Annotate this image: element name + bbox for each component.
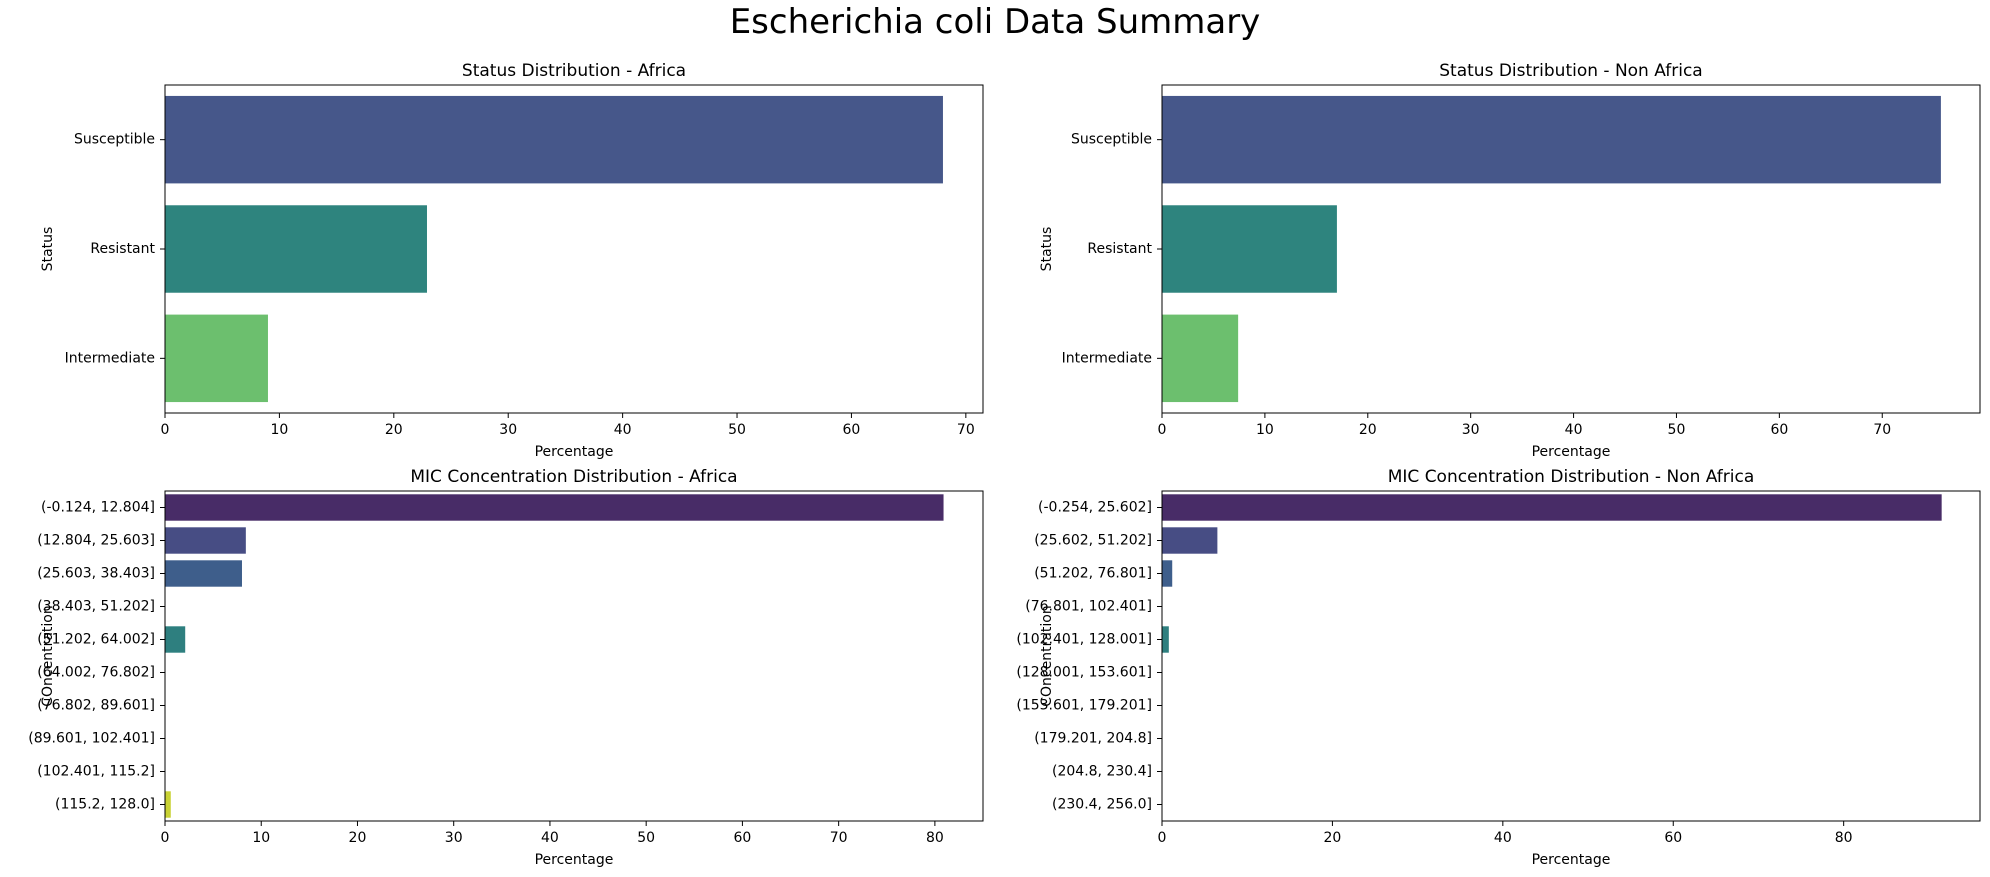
- x-tick-label: 60: [733, 830, 751, 846]
- y-tick-label: (25.603, 38.403]: [37, 566, 155, 582]
- x-tick-label: 30: [1462, 422, 1480, 438]
- x-tick-label: 70: [1873, 422, 1891, 438]
- y-tick-label: (153.601, 179.201]: [1016, 698, 1152, 714]
- x-tick-label: 10: [252, 830, 270, 846]
- chart-title: MIC Concentration Distribution - Non Afr…: [1388, 467, 1755, 487]
- figure-suptitle: Escherichia coli Data Summary: [729, 2, 1261, 42]
- x-tick-label: 20: [385, 422, 403, 438]
- y-tick-label: (51.202, 76.801]: [1034, 566, 1152, 582]
- bar: [165, 560, 242, 587]
- y-tick-label: (12.804, 25.603]: [37, 533, 155, 549]
- bar: [1162, 626, 1169, 653]
- y-tick-label: (179.201, 204.8]: [1034, 731, 1152, 747]
- plot-frame: [164, 490, 984, 822]
- x-tick-label: 30: [499, 422, 517, 438]
- x-tick-label: 40: [1565, 422, 1583, 438]
- x-tick-label: 20: [349, 830, 367, 846]
- y-tick-label: (25.602, 51.202]: [1034, 533, 1152, 549]
- y-tick-label: (38.403, 51.202]: [37, 599, 155, 615]
- bar: [165, 205, 427, 293]
- bar: [1162, 494, 1942, 521]
- x-axis-label: Percentage: [1532, 444, 1611, 460]
- bar: [165, 626, 186, 653]
- y-tick-label: Intermediate: [65, 350, 155, 366]
- x-tick-label: 20: [1324, 830, 1342, 846]
- chart-panel-4: (-0.254, 25.602] (25.602, 51.202] (51.202,…: [1016, 467, 1981, 868]
- x-tick-label: 40: [614, 422, 632, 438]
- plot-frame: [1161, 490, 1981, 822]
- x-tick-label: 50: [637, 830, 655, 846]
- y-tick-label: (-0.124, 12.804]: [41, 500, 155, 516]
- x-axis-label: Percentage: [1532, 852, 1611, 868]
- chart-panel-3: (-0.124, 12.804] (12.804, 25.603] (25.603,…: [28, 467, 984, 868]
- chart-panel-2: Susceptible Resistant Intermediate 0 10 20 30 4…: [1039, 61, 1981, 460]
- y-tick-label: (204.8, 230.4]: [1052, 764, 1152, 780]
- x-axis-label: Percentage: [535, 852, 614, 868]
- y-tick-label: (76.801, 102.401]: [1025, 599, 1152, 615]
- x-tick-label: 40: [541, 830, 559, 846]
- bar: [165, 527, 246, 554]
- y-tick-label: (115.2, 128.0]: [55, 797, 155, 813]
- y-tick-label: (76.802, 89.601]: [37, 698, 155, 714]
- x-tick-label: 10: [1256, 422, 1274, 438]
- x-tick-label: 60: [1770, 422, 1788, 438]
- bar: [165, 791, 171, 818]
- bar: [1162, 560, 1173, 587]
- x-axis-label: Percentage: [535, 444, 614, 460]
- y-tick-label: (128.001, 153.601]: [1016, 665, 1152, 681]
- x-tick-label: 10: [270, 422, 288, 438]
- y-tick-label: (102.401, 115.2]: [37, 764, 155, 780]
- x-tick-label: 80: [926, 830, 944, 846]
- bar: [1162, 527, 1218, 554]
- bar: [1162, 95, 1941, 184]
- x-tick-label: 50: [1668, 422, 1686, 438]
- y-tick-label: (64.002, 76.802]: [37, 665, 155, 681]
- y-tick-label: Resistant: [90, 241, 155, 257]
- bar: [165, 95, 943, 184]
- y-tick-label: (230.4, 256.0]: [1052, 797, 1152, 813]
- chart-title: Status Distribution - Non Africa: [1439, 61, 1702, 81]
- y-tick-label: (-0.254, 25.602]: [1038, 500, 1152, 516]
- chart-title: Status Distribution - Africa: [462, 61, 686, 81]
- y-axis-label: Status: [1039, 227, 1055, 272]
- y-tick-label: Susceptible: [74, 132, 155, 148]
- x-tick-label: 70: [830, 830, 848, 846]
- x-tick-label: 80: [1835, 830, 1853, 846]
- x-tick-label: 60: [1664, 830, 1682, 846]
- x-tick-label: 0: [161, 422, 170, 438]
- bar: [165, 494, 944, 521]
- bar: [1162, 314, 1239, 403]
- y-tick-label: Intermediate: [1062, 350, 1152, 366]
- x-tick-label: 0: [161, 830, 170, 846]
- bar: [1162, 205, 1337, 293]
- bar: [165, 314, 268, 403]
- x-tick-label: 20: [1359, 422, 1377, 438]
- x-tick-label: 60: [843, 422, 861, 438]
- x-tick-label: 0: [1158, 830, 1167, 846]
- x-tick-label: 30: [445, 830, 463, 846]
- y-tick-label: Susceptible: [1071, 132, 1152, 148]
- y-tick-label: (89.601, 102.401]: [28, 731, 155, 747]
- y-axis-label: COncentration: [40, 605, 56, 707]
- y-axis-label: Status: [40, 227, 56, 272]
- x-tick-label: 50: [728, 422, 746, 438]
- chart-title: MIC Concentration Distribution - Africa: [410, 467, 737, 487]
- y-tick-label: Resistant: [1087, 241, 1152, 257]
- y-axis-label: COncentration: [1039, 605, 1055, 707]
- y-tick-label: (51.202, 64.002]: [37, 632, 155, 648]
- x-tick-label: 70: [957, 422, 975, 438]
- x-tick-label: 40: [1494, 830, 1512, 846]
- chart-panel-1: Susceptible Resistant Intermediate 0 10 20 30 4…: [40, 61, 984, 460]
- y-tick-label: (102.401, 128.001]: [1016, 632, 1152, 648]
- x-tick-label: 0: [1158, 422, 1167, 438]
